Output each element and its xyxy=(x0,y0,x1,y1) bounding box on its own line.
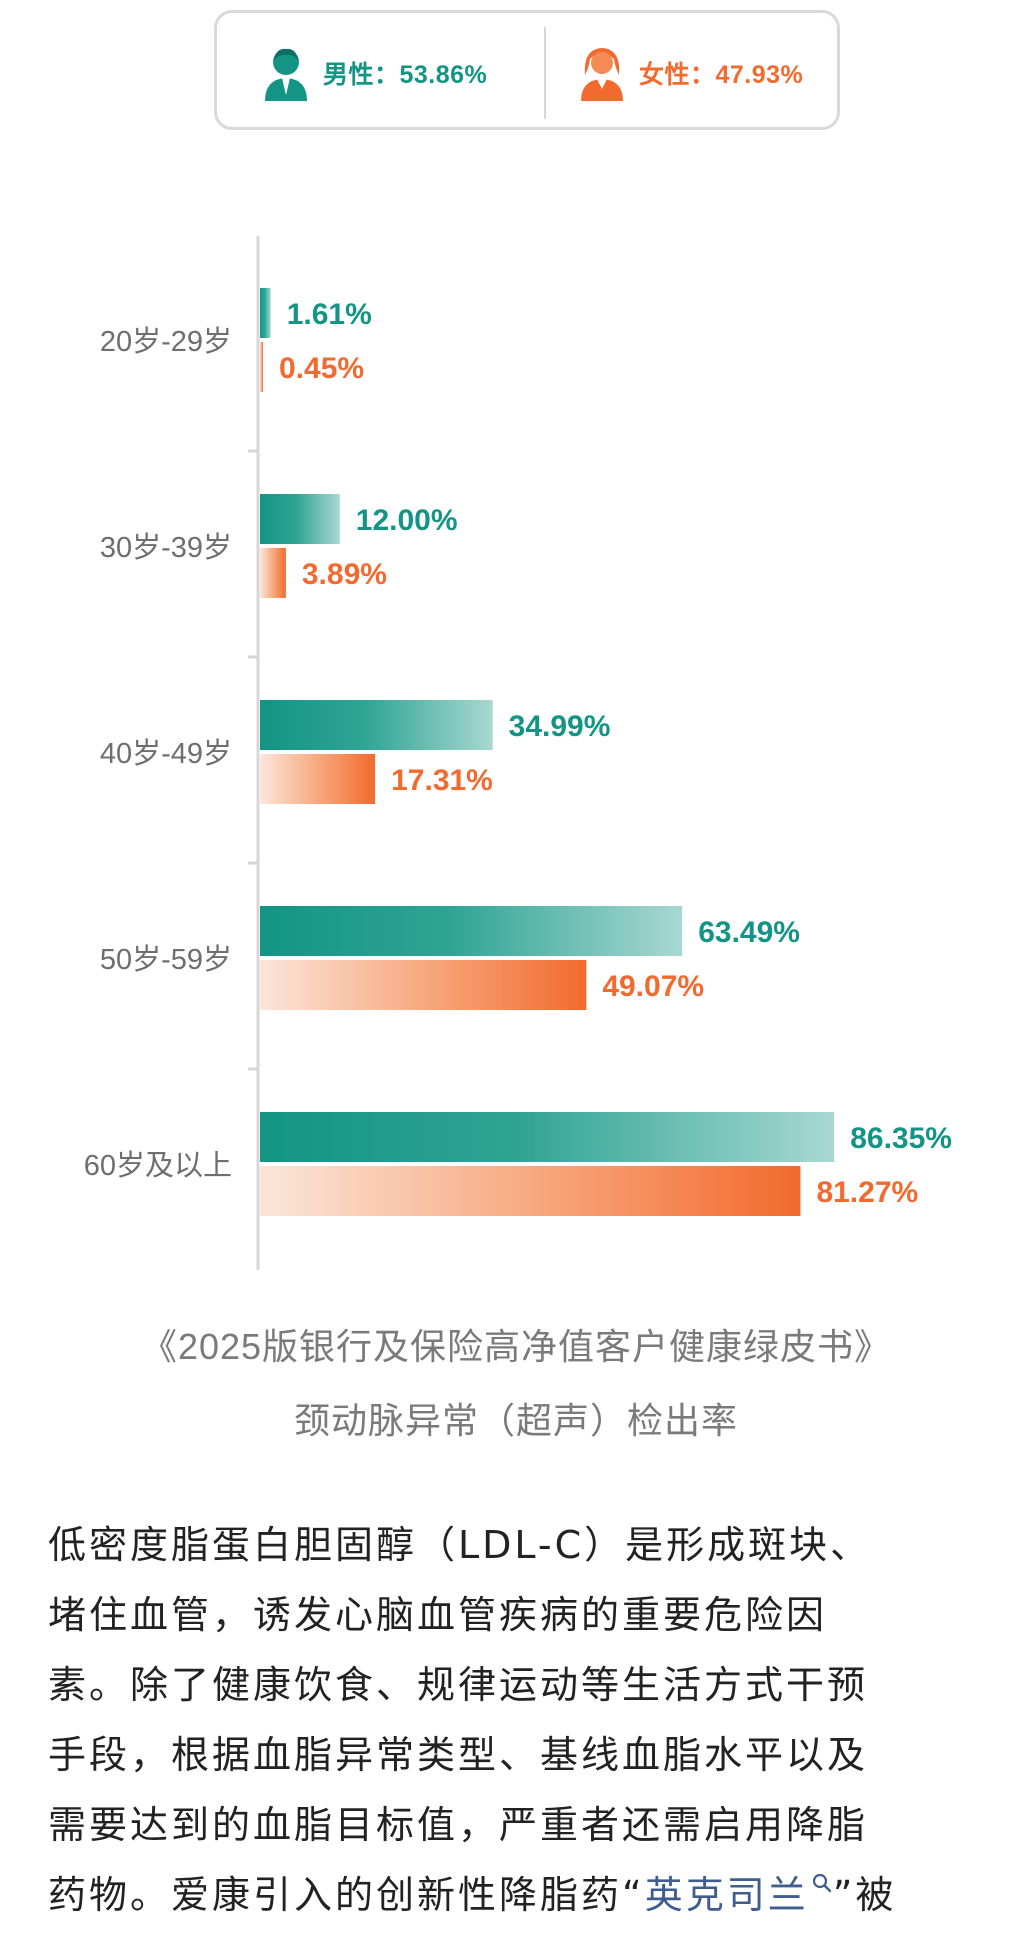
legend-male-label: 男性：53.86% xyxy=(323,61,488,89)
chart-title-caption: 颈动脉异常（超声）检出率 xyxy=(293,1400,738,1441)
bar-male xyxy=(260,700,493,750)
male-person-icon xyxy=(265,48,307,101)
bar-male xyxy=(260,494,340,544)
bar-female xyxy=(260,960,587,1010)
detection-rate-bar-chart: 20岁-29岁 30岁-39岁 40岁-49岁 50岁-59岁 60岁及以上 1.61%… xyxy=(84,236,952,1270)
category-label: 30岁-39岁 xyxy=(100,531,232,564)
chart-source-caption: 《2025版银行及保险高净值客户健康绿皮书》 xyxy=(140,1326,892,1367)
drug-search-link[interactable]: 英克司兰 xyxy=(645,1873,833,1917)
bar-female xyxy=(260,754,376,804)
paragraph-text: 药物。爱康引入的创新性降脂药“ xyxy=(48,1873,645,1917)
paragraph-line: 堵住血管，诱发心脑血管疾病的重要危险因 xyxy=(48,1593,828,1637)
paragraph-line-last: 药物。爱康引入的创新性降脂药“英克司兰 ”被 xyxy=(48,1860,988,1930)
paragraph-line: 需要达到的血脂目标值，严重者还需启用降脂 xyxy=(48,1803,869,1847)
category-label: 40岁-49岁 xyxy=(100,737,232,770)
legend-male: 男性：53.86% xyxy=(263,45,487,101)
data-label-male: 63.49% xyxy=(698,916,800,949)
category-label: 20岁-29岁 xyxy=(100,325,232,358)
paragraph-line: 手段，根据血脂异常类型、基线血脂水平以及 xyxy=(48,1733,869,1777)
data-label-female: 49.07% xyxy=(602,970,704,1003)
category-label: 60岁及以上 xyxy=(84,1149,232,1182)
bar-male xyxy=(260,288,271,338)
data-label-male: 1.61% xyxy=(287,298,372,331)
data-label-female: 0.45% xyxy=(279,352,364,385)
data-label-male: 12.00% xyxy=(356,504,458,537)
paragraph-line: 低密度脂蛋白胆固醇（LDL-C）是形成斑块、 xyxy=(48,1523,872,1567)
data-label-female: 81.27% xyxy=(816,1176,918,1209)
bar-female xyxy=(260,1166,801,1216)
paragraph-line: 素。除了健康饮食、规律运动等生活方式干预 xyxy=(48,1663,869,1707)
bar-female xyxy=(260,548,286,598)
data-label-female: 3.89% xyxy=(302,558,387,591)
bar-male xyxy=(260,906,683,956)
legend-female-label: 女性：47.93% xyxy=(639,61,804,89)
legend-box: 男性：53.86% 女性：47.93% xyxy=(214,10,840,130)
data-label-male: 34.99% xyxy=(509,710,611,743)
bar-male xyxy=(260,1112,835,1162)
article-paragraph: 低密度脂蛋白胆固醇（LDL-C）是形成斑块、 堵住血管，诱发心脑血管疾病的重要危… xyxy=(48,1510,988,1930)
legend-female: 女性：47.93% xyxy=(579,45,803,101)
legend-divider xyxy=(544,27,546,119)
bar-female xyxy=(260,342,263,392)
paragraph-text: ”被 xyxy=(832,1873,897,1917)
drug-link-text[interactable]: 英克司兰 xyxy=(644,1873,809,1917)
data-label-male: 86.35% xyxy=(850,1122,952,1155)
female-person-icon xyxy=(581,48,623,101)
category-label: 50岁-59岁 xyxy=(100,943,232,976)
data-label-female: 17.31% xyxy=(391,764,493,797)
search-icon[interactable] xyxy=(811,1872,833,1894)
